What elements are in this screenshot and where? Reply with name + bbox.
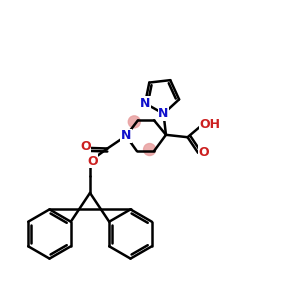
Text: N: N: [158, 107, 169, 120]
Circle shape: [128, 116, 140, 128]
Circle shape: [144, 143, 156, 155]
Text: OH: OH: [200, 118, 220, 131]
Text: N: N: [121, 129, 131, 142]
Text: N: N: [140, 97, 150, 110]
Text: O: O: [87, 154, 98, 168]
Text: O: O: [199, 146, 209, 159]
Text: O: O: [80, 140, 91, 153]
